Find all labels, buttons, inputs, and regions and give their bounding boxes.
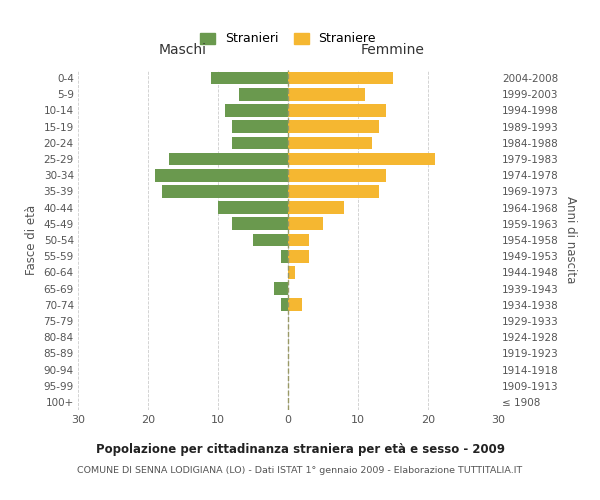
Bar (281, 298, 288, 311)
Bar (288, 152, 435, 166)
Legend: Stranieri, Straniere: Stranieri, Straniere (196, 28, 380, 49)
Bar (288, 120, 379, 133)
Y-axis label: Anni di nascita: Anni di nascita (565, 196, 577, 284)
Y-axis label: Fasce di età: Fasce di età (25, 205, 38, 275)
Bar (169, 152, 288, 166)
Bar (239, 88, 288, 101)
Bar (218, 202, 288, 214)
Bar (232, 120, 288, 133)
Bar (288, 169, 386, 181)
Bar (232, 218, 288, 230)
Bar (288, 104, 386, 117)
Bar (162, 185, 288, 198)
Bar (288, 218, 323, 230)
Bar (253, 234, 288, 246)
Bar (288, 202, 344, 214)
Bar (288, 266, 295, 278)
Bar (288, 234, 309, 246)
Bar (288, 185, 379, 198)
Bar (281, 250, 288, 262)
Text: COMUNE DI SENNA LODIGIANA (LO) - Dati ISTAT 1° gennaio 2009 - Elaborazione TUTTI: COMUNE DI SENNA LODIGIANA (LO) - Dati IS… (77, 466, 523, 475)
Bar (288, 72, 393, 85)
Bar (211, 72, 288, 85)
Bar (232, 136, 288, 149)
Bar (155, 169, 288, 181)
Bar (288, 136, 372, 149)
Bar (288, 250, 309, 262)
Bar (274, 282, 288, 295)
Bar (288, 88, 365, 101)
Bar (288, 298, 302, 311)
Text: Maschi: Maschi (159, 44, 207, 58)
Text: Popolazione per cittadinanza straniera per età e sesso - 2009: Popolazione per cittadinanza straniera p… (95, 442, 505, 456)
Text: Femmine: Femmine (361, 44, 425, 58)
Bar (225, 104, 288, 117)
